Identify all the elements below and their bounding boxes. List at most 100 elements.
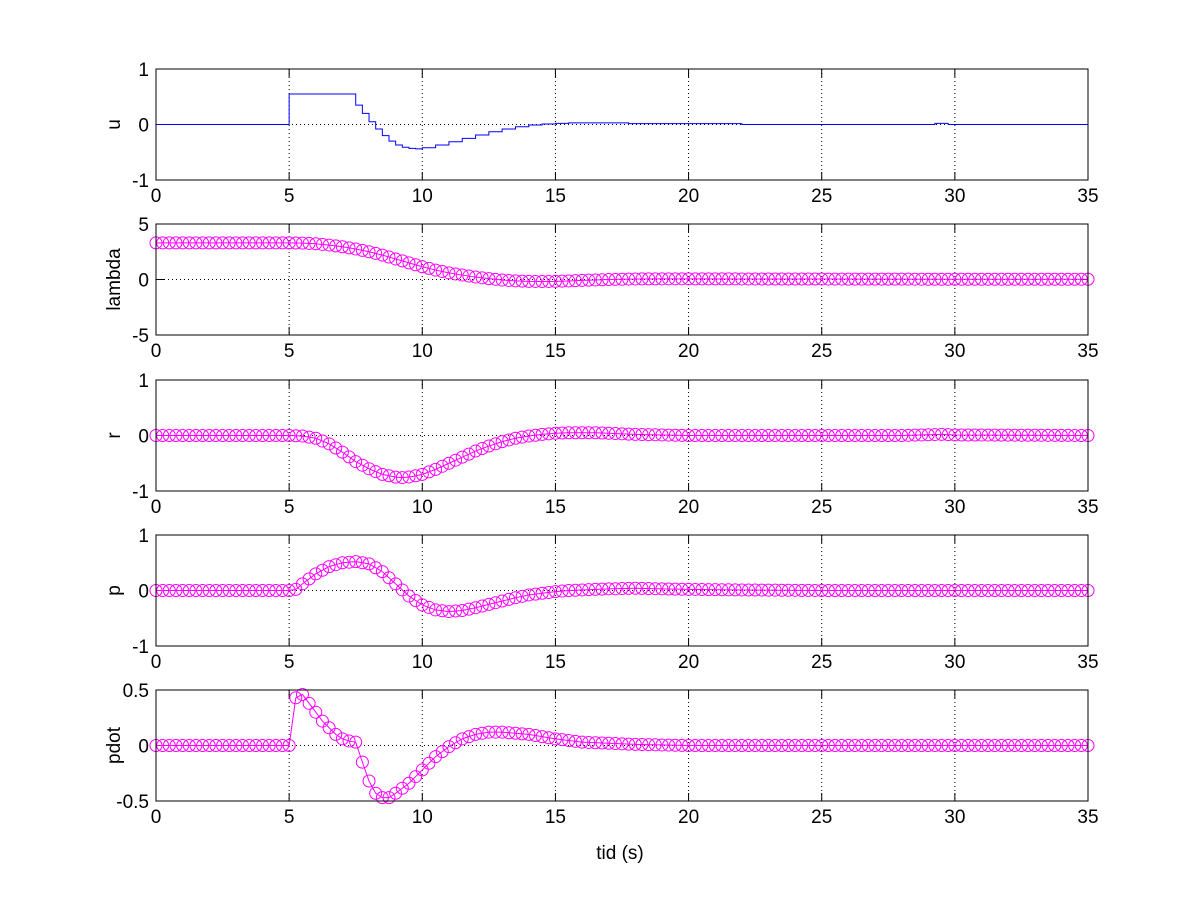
data-point-pdot [728, 739, 742, 752]
data-point-r [615, 427, 629, 441]
data-point-r [275, 429, 289, 442]
data-point-r [715, 429, 729, 442]
data-point-p [156, 584, 170, 597]
data-point-r [1041, 428, 1055, 442]
data-point-p [595, 582, 609, 596]
data-point-pdot [675, 738, 689, 752]
data-point-pdot [608, 737, 622, 751]
data-point-lambda [848, 272, 862, 286]
data-point-r [1048, 428, 1062, 442]
data-point-pdot [955, 739, 969, 752]
y-tick-label: 0 [138, 582, 149, 603]
data-point-p [182, 584, 196, 597]
x-tick-label: 25 [811, 652, 832, 673]
data-point-pdot [535, 730, 549, 744]
data-point-lambda [355, 243, 369, 257]
data-point-p [788, 583, 802, 597]
data-point-pdot [928, 739, 942, 752]
data-point-p [162, 584, 176, 597]
data-point-p [828, 584, 842, 597]
y-tick-label: 0 [138, 427, 149, 448]
data-point-p [1068, 584, 1082, 597]
data-point-lambda [362, 245, 376, 259]
data-point-p [602, 582, 616, 596]
data-point-r [409, 469, 423, 483]
data-point-lambda [236, 236, 250, 250]
data-point-r [222, 429, 236, 442]
data-point-p [935, 584, 949, 597]
data-point-r [708, 429, 722, 442]
data-point-r [182, 429, 196, 442]
data-point-pdot [502, 726, 516, 740]
data-point-lambda [269, 236, 283, 250]
data-point-lambda [489, 272, 503, 286]
data-point-lambda [1048, 272, 1062, 286]
data-point-lambda [555, 274, 569, 288]
data-point-p [815, 584, 829, 597]
data-point-lambda [895, 272, 909, 286]
data-point-p [715, 583, 729, 597]
data-point-pdot [162, 739, 176, 752]
data-point-pdot [409, 770, 423, 784]
data-point-lambda [229, 236, 243, 250]
data-point-lambda [309, 237, 323, 251]
data-point-p [1074, 584, 1088, 597]
data-point-lambda [741, 272, 755, 286]
x-tick-label: 0 [151, 497, 162, 518]
data-point-lambda [781, 272, 795, 286]
data-point-lambda [1068, 272, 1082, 286]
data-point-r [908, 428, 922, 442]
data-point-lambda [182, 236, 196, 250]
data-point-pdot [722, 739, 736, 752]
data-point-p [755, 583, 769, 597]
data-point-r [262, 429, 276, 442]
data-point-lambda [682, 272, 696, 286]
x-tick-label: 20 [678, 497, 699, 518]
data-point-p [275, 584, 289, 597]
data-point-p [455, 603, 469, 617]
data-point-r [455, 450, 469, 464]
data-point-r [209, 429, 223, 442]
y-axis-label-lambda: lambda [104, 248, 125, 311]
data-point-pdot [282, 739, 296, 752]
series-line-r [156, 432, 1089, 479]
data-point-r [176, 429, 190, 442]
data-point-pdot [828, 739, 842, 752]
data-point-pdot [275, 739, 289, 752]
data-point-lambda [688, 272, 702, 286]
y-tick-label: 0 [138, 116, 149, 137]
data-point-p [702, 583, 716, 597]
data-point-r [256, 429, 270, 442]
data-point-r [695, 429, 709, 442]
x-tick-label: 10 [412, 341, 433, 362]
data-point-p [708, 583, 722, 597]
data-point-lambda [821, 272, 835, 286]
data-point-pdot [375, 791, 389, 805]
y-axis-label-pdot: pdot [104, 726, 125, 764]
data-point-lambda [302, 236, 316, 250]
data-point-pdot [442, 740, 456, 754]
data-point-r [1034, 428, 1048, 442]
data-point-lambda [994, 272, 1008, 286]
data-point-r [389, 470, 403, 484]
data-point-p [955, 584, 969, 597]
data-point-pdot [335, 732, 349, 746]
data-point-r [189, 429, 203, 442]
data-point-pdot [1021, 739, 1035, 752]
x-tick-label: 15 [545, 652, 566, 673]
data-point-r [382, 469, 396, 483]
data-point-lambda [389, 252, 403, 266]
data-point-pdot [229, 739, 243, 752]
data-point-lambda [528, 274, 542, 288]
data-point-pdot [562, 734, 576, 748]
data-point-p [495, 594, 509, 608]
data-point-lambda [608, 272, 622, 286]
data-point-r [722, 429, 736, 442]
data-point-p [548, 585, 562, 599]
data-point-pdot [329, 727, 343, 741]
data-point-r [522, 429, 536, 443]
data-point-p [768, 583, 782, 597]
data-point-r [482, 439, 496, 453]
